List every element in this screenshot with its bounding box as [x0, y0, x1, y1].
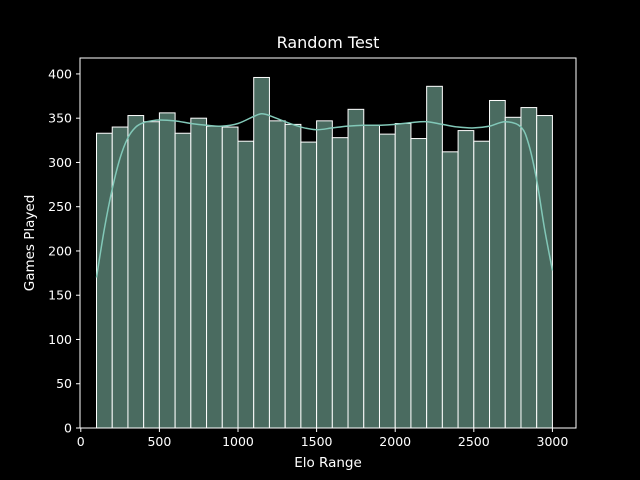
histogram-bar	[284, 123, 302, 429]
histogram-bar	[489, 99, 506, 429]
histogram-bar	[378, 133, 396, 429]
y-tick-label: 0	[64, 421, 72, 436]
x-axis-ticks: 0 500 1000 1500 2000 2500 3000	[77, 428, 569, 449]
histogram-bar	[96, 132, 113, 429]
histogram-bar	[253, 76, 270, 429]
y-axis-label: Games Played	[22, 195, 38, 292]
histogram-bar	[536, 115, 553, 429]
chart-title: Random Test	[277, 33, 380, 52]
histogram-bar	[206, 125, 223, 429]
histogram-bar	[143, 121, 160, 429]
kde-density-line	[95, 112, 554, 278]
histogram-bar	[441, 151, 459, 429]
histogram-bar	[221, 126, 239, 429]
histogram-bar	[426, 85, 443, 429]
histogram-bar	[347, 108, 365, 429]
histogram-bar	[268, 120, 286, 429]
y-tick-label: 250	[48, 199, 72, 214]
x-tick-label: 500	[147, 434, 171, 449]
y-tick-label: 100	[48, 332, 72, 347]
x-tick-label: 2500	[458, 434, 490, 449]
histogram-bar	[174, 132, 192, 429]
histogram-bar	[158, 112, 176, 429]
histogram-bar	[504, 116, 522, 429]
histogram-bar	[316, 120, 333, 429]
histogram-bar	[300, 141, 318, 429]
y-tick-label: 400	[48, 66, 72, 81]
y-tick-label: 50	[56, 376, 72, 391]
histogram-bar	[237, 140, 255, 429]
x-tick-label: 1000	[222, 434, 254, 449]
x-axis-label: Elo Range	[294, 455, 362, 471]
histogram-bar	[457, 130, 475, 429]
y-tick-label: 200	[48, 243, 72, 258]
x-tick-label: 0	[77, 434, 85, 449]
y-tick-label: 300	[48, 155, 72, 170]
histogram-bar	[473, 140, 491, 429]
histogram-bar	[190, 117, 208, 429]
x-tick-label: 2000	[379, 434, 411, 449]
y-tick-label: 350	[48, 111, 72, 126]
histogram-bar	[520, 107, 538, 429]
histogram-bar	[331, 137, 349, 429]
y-tick-label: 150	[48, 288, 72, 303]
histogram-bar	[111, 126, 129, 429]
axes-frame	[79, 57, 577, 429]
histogram-bar	[394, 123, 412, 429]
y-axis-ticks: 0 50 100 150 200 250 300 350 400	[48, 66, 80, 436]
histogram-bar	[363, 124, 380, 429]
histogram-bar	[127, 115, 145, 429]
x-tick-label: 3000	[537, 434, 569, 449]
histogram-bars	[96, 76, 553, 429]
x-tick-label: 1500	[301, 434, 333, 449]
histogram-bar	[410, 138, 428, 429]
